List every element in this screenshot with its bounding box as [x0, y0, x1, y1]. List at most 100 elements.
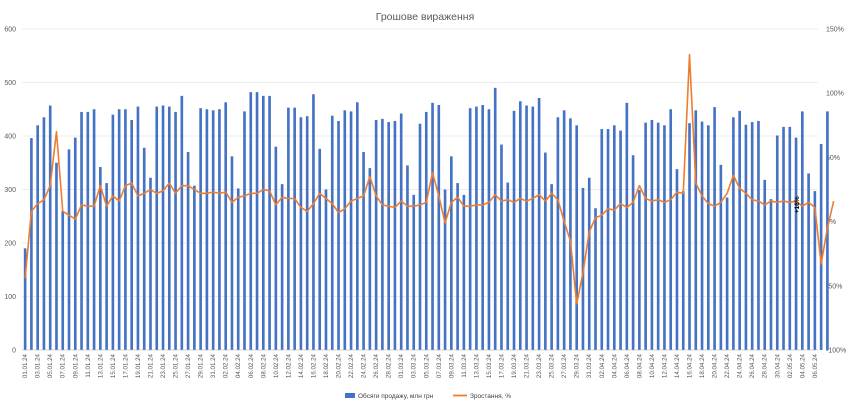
bar — [638, 190, 641, 350]
y-left-tick-label: 0 — [12, 348, 16, 355]
x-tick-label: 08.02.24 — [260, 353, 267, 378]
x-tick-label: 15.03.24 — [486, 353, 493, 378]
bar — [775, 135, 779, 350]
x-tick-label: 26.04.24 — [749, 353, 756, 378]
bar — [719, 164, 723, 350]
bar — [105, 183, 108, 350]
bar — [305, 116, 309, 350]
x-tick-label: 09.01.24 — [72, 353, 79, 378]
x-tick-label: 23.01.24 — [160, 353, 167, 378]
bar — [30, 138, 33, 350]
x-tick-label: 07.03.24 — [436, 353, 443, 378]
x-tick-label: 21.01.24 — [147, 353, 154, 378]
bar — [713, 107, 716, 350]
y-left-tick-label: 400 — [4, 134, 16, 141]
x-tick-label: 06.02.24 — [248, 353, 255, 378]
x-tick-label: 02.04.24 — [599, 353, 606, 378]
bar — [819, 144, 823, 350]
bar — [631, 155, 635, 350]
x-tick-label: 24.04.24 — [737, 353, 744, 378]
x-tick-label: 31.01.24 — [210, 353, 217, 378]
bar — [406, 165, 409, 350]
bar — [575, 125, 579, 350]
bar — [86, 111, 90, 350]
bar — [23, 248, 27, 350]
bar — [544, 152, 547, 350]
x-tick-label: 10.02.24 — [273, 353, 280, 378]
bar — [199, 108, 202, 351]
x-tick-label: 25.01.24 — [173, 353, 180, 378]
line-series — [24, 53, 835, 305]
bar — [161, 105, 165, 350]
bar — [255, 92, 259, 350]
bar — [136, 106, 140, 350]
bar — [330, 115, 334, 350]
bar — [700, 121, 704, 351]
bar — [475, 106, 478, 350]
bar — [525, 105, 528, 350]
bar — [230, 156, 234, 350]
bar — [481, 104, 484, 350]
bar — [801, 111, 804, 350]
x-tick-label: 29.01.24 — [198, 353, 205, 378]
x-tick-label: 04.05.24 — [799, 353, 806, 378]
bar — [694, 110, 698, 350]
bar — [36, 125, 39, 350]
x-tick-label: 06.04.24 — [624, 353, 631, 378]
x-tick-label: 31.03.24 — [586, 353, 593, 378]
bar — [556, 117, 560, 351]
x-tick-label: 06.05.24 — [812, 353, 819, 378]
bar — [67, 149, 71, 350]
bar — [644, 122, 647, 350]
bar — [663, 125, 666, 350]
x-tick-label: 29.03.24 — [574, 353, 581, 378]
bar — [130, 119, 134, 350]
bar — [424, 111, 428, 350]
bar — [180, 95, 184, 350]
y-right-tick-label: 150% — [826, 27, 844, 34]
bar — [706, 125, 710, 350]
x-tick-label: 14.02.24 — [298, 353, 305, 378]
y-right-tick-label: -100% — [826, 348, 846, 355]
bar — [324, 189, 328, 350]
x-tick-label: 24.02.24 — [361, 353, 368, 378]
bar — [343, 110, 347, 350]
x-tick-label: 20.02.24 — [336, 353, 343, 378]
y-left-tick-label: 300 — [4, 187, 16, 194]
x-tick-label: 13.01.24 — [97, 353, 104, 378]
x-tick-label: 18.02.24 — [323, 353, 330, 378]
y-right-tick-label: 50% — [826, 155, 840, 162]
x-tick-label: 27.03.24 — [561, 353, 568, 378]
bar — [243, 111, 246, 350]
x-tick-label: 21.03.24 — [524, 353, 531, 378]
bar — [55, 162, 58, 350]
bar — [594, 208, 597, 350]
bar — [92, 109, 96, 350]
bar — [468, 108, 472, 351]
bar — [224, 102, 228, 350]
bar — [73, 137, 77, 350]
bar — [42, 117, 46, 351]
bar — [512, 110, 516, 350]
bar — [763, 179, 767, 350]
x-tick-label: 30.04.24 — [774, 353, 781, 378]
bar — [356, 102, 359, 350]
bar — [487, 109, 491, 350]
bar — [788, 126, 792, 350]
x-tick-label: 26.02.24 — [373, 353, 380, 378]
bar — [399, 113, 403, 350]
bar — [362, 152, 365, 350]
chart-title: Грошове вираження — [376, 11, 475, 23]
bar — [612, 125, 616, 350]
x-tick-label: 09.03.24 — [448, 353, 455, 378]
bar — [450, 156, 453, 350]
bar — [769, 199, 773, 350]
bar — [387, 122, 390, 350]
bar — [807, 173, 810, 350]
bar — [218, 109, 221, 350]
bar — [193, 185, 196, 350]
x-tick-label: 01.03.24 — [398, 353, 405, 378]
bar — [337, 121, 340, 351]
bar — [669, 109, 673, 350]
